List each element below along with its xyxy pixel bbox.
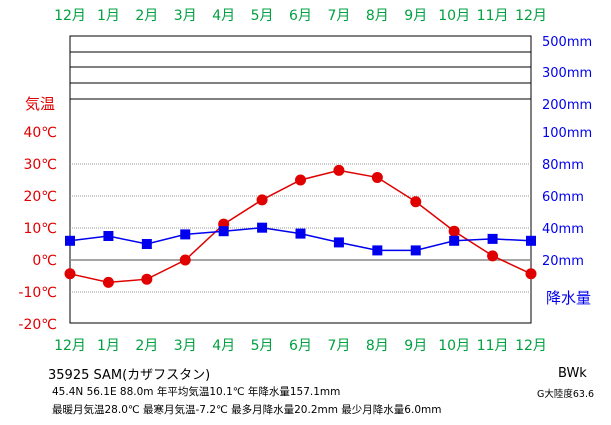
- series-point-1: [180, 229, 191, 240]
- series-point-0: [410, 196, 422, 208]
- series-point-0: [448, 225, 460, 237]
- series-point-1: [218, 226, 229, 237]
- series-point-1: [257, 222, 268, 233]
- series-point-1: [333, 237, 344, 248]
- month-label-bottom: 12月: [54, 338, 86, 354]
- month-label-bottom: 10月: [438, 338, 470, 354]
- month-label-top: 8月: [366, 8, 389, 24]
- month-label-bottom: 5月: [251, 338, 274, 354]
- series-line-0: [69, 169, 532, 284]
- left-tick-label: 0℃: [32, 253, 57, 269]
- month-label-bottom: 9月: [404, 338, 427, 354]
- left-tick-label: -10℃: [18, 285, 57, 301]
- month-label-bottom: 4月: [212, 338, 235, 354]
- month-label-top: 1月: [97, 8, 120, 24]
- month-label-top: 9月: [404, 8, 427, 24]
- series-point-1: [487, 233, 498, 244]
- month-label-bottom: 7月: [327, 338, 350, 354]
- month-label-top: 7月: [327, 8, 350, 24]
- series-point-0: [333, 164, 345, 176]
- right-tick-label: 200mm: [542, 98, 592, 113]
- series-point-1: [295, 228, 306, 239]
- left-tick-label: -20℃: [18, 317, 57, 333]
- month-label-bottom: 1月: [97, 338, 120, 354]
- month-label-bottom: 2月: [135, 338, 158, 354]
- month-label-bottom: 11月: [477, 338, 509, 354]
- left-tick-label: 30℃: [23, 157, 57, 173]
- month-label-bottom: 6月: [289, 338, 312, 354]
- left-tick-label: 20℃: [23, 189, 57, 205]
- month-labels: 12月 12月 1月 1月 2月 2月 3月 3月 4月 4月 5月 5月 6月 6月 7月 7月 8月 8月 9月…: [54, 8, 547, 354]
- series-point-1: [103, 231, 114, 241]
- month-label-top: 6月: [289, 8, 312, 24]
- series-point-0: [64, 268, 76, 280]
- right-axis-title: 降水量: [546, 289, 591, 307]
- left-tick-label: 40℃: [23, 125, 57, 141]
- month-label-top: 12月: [515, 8, 547, 24]
- continentality-index: G大陸度63.6: [537, 389, 595, 400]
- station-extremes-line: 最暖月気温28.0℃ 最寒月気温-7.2℃ 最多月降水量20.2mm 最少月降水…: [52, 404, 442, 416]
- series-point-1: [410, 245, 421, 256]
- right-tick-label: 20mm: [542, 254, 584, 269]
- station-summary-line: 45.4N 56.1E 88.0m 年平均気温10.1℃ 年降水量157.1mm: [52, 386, 341, 398]
- series-point-0: [487, 250, 499, 262]
- month-label-bottom: 3月: [174, 338, 197, 354]
- station-title: 35925 SAM(カザフスタン): [48, 368, 211, 383]
- right-tick-label: 80mm: [542, 158, 584, 173]
- axis-labels: 気温 40℃ 30℃ 20℃ 10℃ 0℃ -10℃ -20℃ 500mm 300mm 200mm 1…: [18, 0, 592, 333]
- chart-grid: [69, 35, 532, 324]
- series-point-0: [256, 194, 268, 206]
- month-label-top: 11月: [477, 8, 509, 24]
- right-tick-label: 100mm: [542, 126, 592, 141]
- month-label-top: 3月: [174, 8, 197, 24]
- right-tick-label: 0mm: [542, 0, 576, 4]
- right-tick-label: 500mm: [542, 35, 592, 50]
- month-label-bottom: 12月: [515, 338, 547, 354]
- series-point-1: [372, 245, 383, 256]
- series-point-1: [141, 239, 152, 249]
- month-label-top: 10月: [438, 8, 470, 24]
- series-point-0: [525, 268, 537, 280]
- month-label-top: 4月: [212, 8, 235, 24]
- month-label-top: 2月: [135, 8, 158, 24]
- month-label-top: 5月: [251, 8, 274, 24]
- right-tick-label: 40mm: [542, 222, 584, 237]
- month-label-top: 12月: [54, 8, 86, 24]
- month-label-bottom: 8月: [366, 338, 389, 354]
- series-point-1: [526, 235, 536, 246]
- right-tick-label: 300mm: [542, 66, 592, 81]
- series-point-1: [449, 235, 460, 246]
- right-tick-label: 60mm: [542, 190, 584, 205]
- series-point-0: [102, 276, 114, 288]
- left-tick-label: 10℃: [23, 221, 57, 237]
- plot-frame: [69, 35, 532, 324]
- series-layer: [64, 164, 537, 288]
- series-point-1: [65, 235, 75, 246]
- series-point-0: [295, 174, 306, 186]
- series-point-0: [141, 273, 153, 285]
- left-axis-title: 気温: [25, 95, 55, 113]
- series-point-0: [371, 171, 383, 183]
- series-point-0: [179, 254, 191, 266]
- climate-code: BWk: [558, 366, 587, 381]
